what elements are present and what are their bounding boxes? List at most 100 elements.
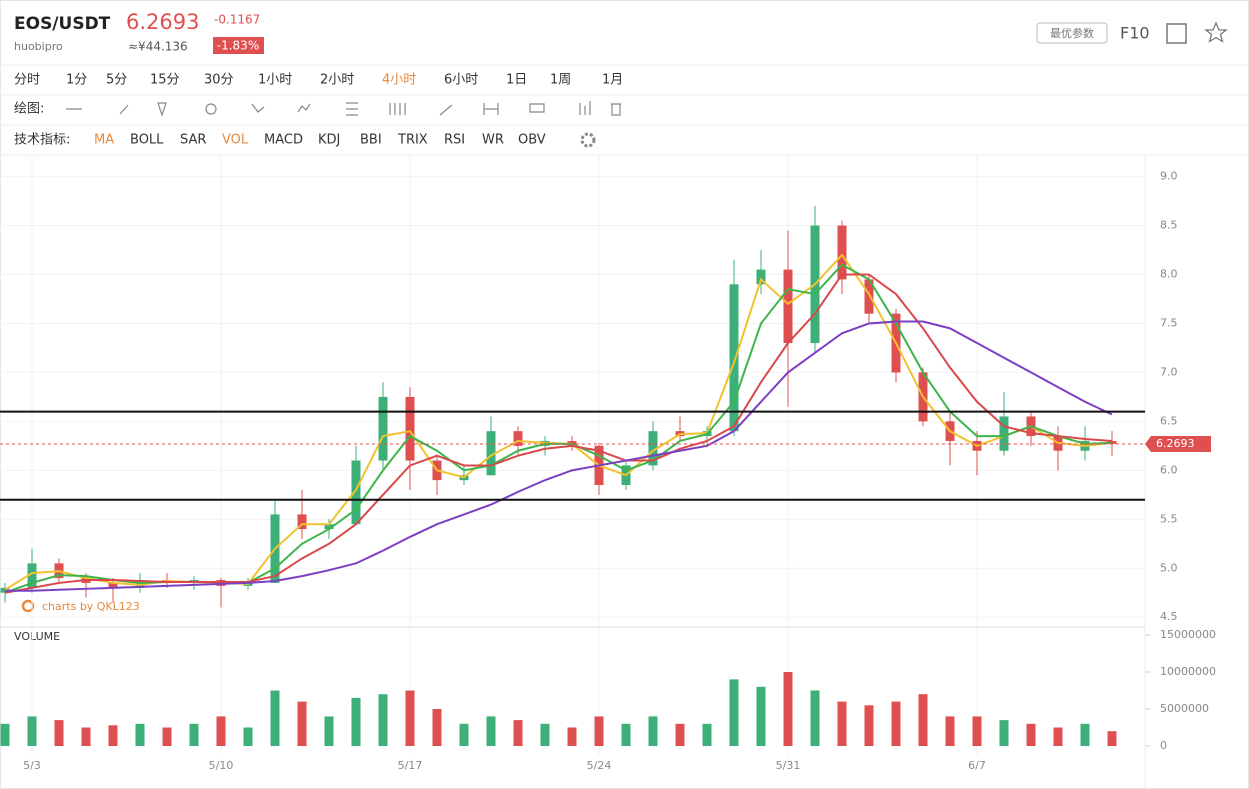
y-tick-label: 9.0: [1160, 170, 1178, 183]
volume-bar: [567, 727, 577, 746]
indicator-label: 技术指标:: [14, 133, 70, 148]
y-tick-label: 6.5: [1160, 414, 1178, 427]
candle-body: [864, 279, 874, 314]
volume-bar: [945, 716, 955, 746]
indicator-tab[interactable]: WR: [482, 133, 504, 148]
volume-bar: [324, 716, 334, 746]
candle-body: [324, 524, 334, 530]
indicator-tab[interactable]: BOLL: [130, 133, 164, 148]
indicator-tab[interactable]: SAR: [180, 133, 206, 148]
ma-line: [5, 320, 1113, 592]
candle-body: [405, 396, 415, 461]
y-tick-label: 7.0: [1160, 365, 1178, 378]
volume-bar: [810, 690, 820, 746]
y-tick-label: 8.5: [1160, 219, 1178, 232]
x-tick-label: 5/31: [776, 759, 801, 772]
y-tick-label: 8.0: [1160, 268, 1178, 281]
indicator-tab[interactable]: MA: [94, 133, 114, 148]
volume-bar: [486, 716, 496, 746]
fullscreen-icon[interactable]: [1166, 23, 1187, 44]
period-tab[interactable]: 30分: [204, 73, 234, 88]
candle-body: [513, 431, 523, 446]
indicator-tab[interactable]: OBV: [518, 133, 546, 148]
period-tab[interactable]: 15分: [150, 73, 180, 88]
pair: EOS/USDT: [14, 14, 111, 34]
period-tab[interactable]: 2小时: [320, 73, 354, 88]
volume-bar: [621, 723, 631, 746]
draw-tools[interactable]: [66, 101, 621, 117]
ma-line: [4, 273, 1113, 594]
volume-bar: [756, 686, 766, 746]
indicator-tab[interactable]: TRIX: [397, 133, 428, 148]
y-tick-label: 7.5: [1160, 316, 1178, 329]
y2-tick-label: 10000000: [1160, 665, 1216, 678]
candle-body: [837, 225, 847, 280]
period-tab[interactable]: 6小时: [444, 73, 478, 88]
volume-bar: [999, 720, 1009, 746]
candle-body: [108, 582, 118, 588]
volume-bar: [594, 716, 604, 746]
change-pct: -1.83%: [217, 39, 259, 53]
f10[interactable]: F10: [1120, 24, 1150, 43]
volume-bar: [297, 701, 307, 746]
best-params-button[interactable]: [1036, 22, 1108, 44]
x-tick-label: 5/10: [209, 759, 234, 772]
period-tab[interactable]: 1小时: [258, 73, 292, 88]
volume-bar: [108, 725, 118, 746]
last-price-tag: [1145, 435, 1211, 452]
indicator-tab[interactable]: KDJ: [318, 133, 340, 148]
candle-body: [378, 396, 388, 461]
volume-bar: [729, 679, 739, 746]
volume-bar: [540, 723, 550, 746]
period-tab[interactable]: 1周: [550, 73, 571, 88]
exchange: huobipro: [14, 40, 63, 53]
draw-label: 绘图:: [14, 102, 44, 117]
candle-body: [648, 431, 658, 466]
volume-bar: [675, 723, 685, 746]
y2-tick-label: 5000000: [1160, 702, 1209, 715]
volume-bar: [864, 705, 874, 746]
x-tick-label: 5/24: [587, 759, 612, 772]
last-price-label: 6.2693: [1156, 437, 1195, 450]
volume-bar: [972, 716, 982, 746]
candle-body: [27, 563, 37, 588]
volume-bar: [270, 690, 280, 746]
x-tick-label: 5/17: [398, 759, 423, 772]
volume-bar: [918, 694, 928, 746]
volume-bar: [459, 723, 469, 746]
candle-body: [729, 284, 739, 432]
indicator-tab[interactable]: MACD: [264, 133, 303, 148]
volume-bar: [405, 690, 415, 746]
period-tab[interactable]: 4小时: [382, 73, 416, 88]
volume-bar: [54, 720, 64, 746]
volume-bar: [837, 701, 847, 746]
y-tick-label: 5.0: [1160, 561, 1178, 574]
favorite-icon[interactable]: [1204, 21, 1228, 43]
period-tab[interactable]: 1月: [602, 73, 623, 88]
indicator-tab[interactable]: BBI: [360, 133, 382, 148]
period-tab[interactable]: 1日: [506, 73, 527, 88]
best-params[interactable]: 最优参数: [1050, 26, 1094, 40]
volume-bar: [189, 723, 199, 746]
period-tab[interactable]: 分时: [14, 73, 40, 88]
candle-body: [486, 431, 496, 476]
settings-icon[interactable]: [580, 132, 596, 148]
volume-bar: [81, 727, 91, 746]
indicator-tab[interactable]: RSI: [444, 133, 465, 148]
candle-body: [783, 269, 793, 344]
watermark: charts by QKL123: [42, 600, 140, 613]
volume-bar: [0, 723, 10, 746]
volume-bar: [1107, 731, 1117, 746]
volume-bar: [1080, 723, 1090, 746]
volume-bar: [1053, 727, 1063, 746]
period-tab[interactable]: 5分: [106, 73, 127, 88]
period-tab[interactable]: 1分: [66, 73, 87, 88]
price: 6.2693: [126, 10, 199, 34]
candle-body: [1107, 440, 1117, 444]
volume-bar: [162, 727, 172, 746]
indicator-tab[interactable]: VOL: [222, 133, 249, 148]
pct-badge: [213, 37, 264, 54]
cny-price: ≈¥44.136: [128, 40, 188, 54]
